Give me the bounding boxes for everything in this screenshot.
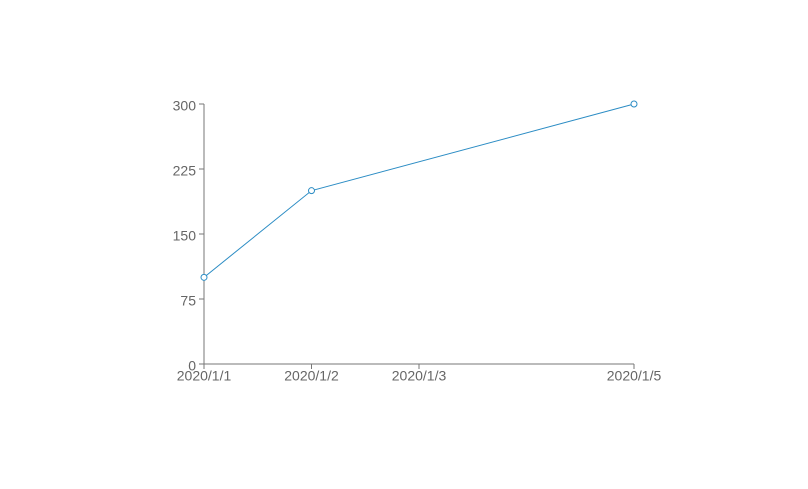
y-tick-label: 150 — [173, 228, 197, 244]
x-tick-label: 2020/1/2 — [284, 368, 339, 384]
point — [308, 187, 315, 195]
y-tick-label: 225 — [173, 163, 197, 179]
point — [630, 100, 638, 108]
x-tick-label: 2020/1/1 — [177, 368, 232, 384]
x-tick-label: 2020/1/3 — [392, 368, 447, 384]
y-tick-label: 75 — [180, 293, 196, 309]
x-tick-label: 2020/1/5 — [607, 368, 662, 384]
point — [200, 273, 208, 281]
y-tick-label: 0 — [188, 358, 196, 374]
y-tick-label: 300 — [173, 98, 197, 114]
series-line — [203, 103, 635, 278]
